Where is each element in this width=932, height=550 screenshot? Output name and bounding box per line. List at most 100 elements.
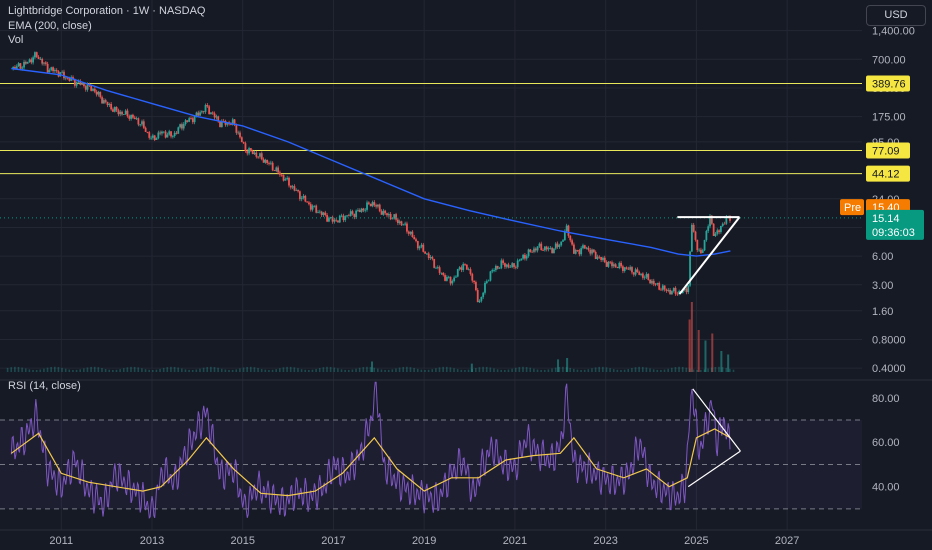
volume-bar [565,367,568,372]
candle-body [204,105,207,112]
candle-body [313,205,316,207]
x-tick-label: 2023 [593,535,617,547]
candle-body [79,81,82,85]
candle-body [139,124,142,126]
volume-bar [53,366,56,372]
candle-body [248,148,250,154]
volume-bar [86,367,89,372]
candle-body [536,246,539,251]
volume-bar [442,366,444,372]
rsi-indicator-label[interactable]: RSI (14, close) [8,380,81,392]
candle-body [411,231,414,238]
candle-body [380,211,383,215]
candle-body [66,77,69,79]
candle-body [420,244,423,247]
candle-body [206,105,209,107]
bar-countdown-label: 09:36:03 [872,227,915,239]
candle-body [703,239,706,251]
candle-body [707,226,710,231]
candle-body [395,214,397,220]
volume-bar [293,367,296,372]
candle-body [311,205,314,210]
volume-bar [409,367,412,372]
volume-bar [195,369,198,372]
candle-body [92,88,94,91]
currency-button[interactable]: USD [866,5,926,26]
ema-indicator-label[interactable]: EMA (200, close) [8,20,92,32]
candle-body [422,244,425,252]
volume-bar [529,367,532,372]
candle-body [157,132,160,139]
candle-body [326,215,329,222]
volume-bar [50,367,52,372]
candle-body [409,231,412,234]
volume-bar [573,368,575,372]
candle-body [500,260,503,269]
volume-bar [17,366,20,372]
volume-bar [384,369,386,372]
candle-body [516,260,519,268]
candle-body [574,249,577,254]
candle-body [304,195,307,202]
price-tick-label: 1,400.00 [872,26,915,38]
volume-bar [358,367,361,372]
rsi-pane [0,381,862,519]
candle-body [23,61,25,68]
volume-bar [685,367,688,372]
candle-body [436,267,439,269]
candle-body [493,270,495,271]
candle-body [641,273,644,278]
candle-body [625,267,628,269]
candle-body [124,110,127,115]
support-trendline [678,216,741,295]
candle-body [357,210,359,211]
candle-body [117,110,120,115]
volume-bar [21,367,23,372]
candle-body [725,216,728,224]
volume-bar [427,369,430,372]
candle-body [28,59,31,62]
candle-body [137,118,140,125]
candle-body [622,266,624,271]
volume-bar [558,366,561,372]
volume-bar [710,367,713,372]
volume-bar [130,366,132,372]
candle-body [647,273,650,280]
volume-bar [641,366,644,372]
level-badge-label: 389.76 [872,79,906,91]
price-tick-label: 3.00 [872,280,893,292]
volume-bar [652,369,655,372]
candle-body [698,249,701,251]
candle-body [337,220,339,223]
volume-bar [678,366,680,372]
candle-body [126,110,129,117]
volume-bar [580,369,582,372]
candle-body [275,167,278,171]
volume-indicator-label[interactable]: Vol [8,34,24,46]
candle-body [315,205,318,213]
candle-body [518,260,521,262]
volume-bar [557,359,560,372]
candle-body [282,175,285,181]
candle-body [231,119,234,125]
symbol-title[interactable]: Lightbridge Corporation · 1W · NASDAQ [8,5,206,17]
candle-body [226,122,229,125]
candle-body [17,63,20,67]
volume-bar [371,361,374,372]
candle-body [431,257,434,259]
volume-bar [424,369,426,372]
candle-body [55,70,58,72]
volume-bar [101,368,103,372]
candle-body [63,71,65,79]
volume-bar [649,368,651,372]
candle-body [494,265,497,271]
candle-body [257,156,260,158]
candle-body [582,245,584,249]
candle-body [75,82,78,86]
candle-body [553,248,555,254]
candle-body [289,185,292,188]
volume-bar [83,368,85,372]
volume-bar [355,368,357,372]
candle-body [213,113,216,118]
volume-bar [456,369,459,372]
